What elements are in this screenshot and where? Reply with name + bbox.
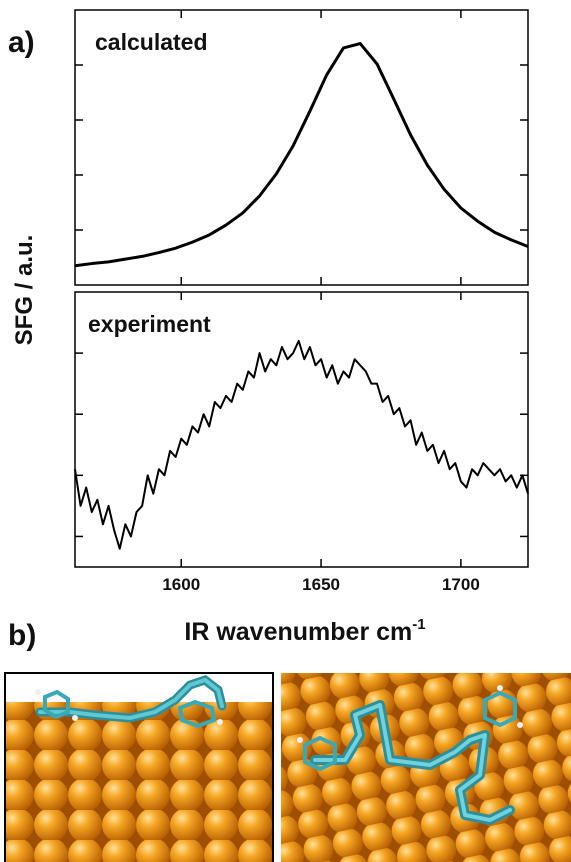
data-line — [74, 42, 529, 268]
snapshot-side — [4, 672, 274, 862]
x-tick-label: 1700 — [442, 575, 480, 594]
y-axis-label: SFG / a.u. — [11, 235, 38, 346]
x-axis-label-sup: -1 — [412, 616, 425, 633]
snapshot-top — [281, 673, 571, 862]
annotation: calculated — [95, 29, 208, 55]
panel-label: b) — [8, 619, 36, 652]
panel-label: a) — [8, 26, 35, 59]
plots: calculated 1600 1650 1700 experiment IR waven… — [74, 9, 529, 646]
x-tick-label: 1600 — [162, 575, 200, 594]
plot-frame — [74, 291, 529, 568]
annotation: experiment — [88, 311, 211, 337]
x-tick-label: 1650 — [302, 575, 340, 594]
plot-frame — [74, 9, 529, 286]
x-axis-label: IR wavenumber cm-1 — [184, 616, 425, 646]
data-line — [74, 339, 529, 550]
x-axis-label-text: IR wavenumber cm — [184, 618, 412, 646]
